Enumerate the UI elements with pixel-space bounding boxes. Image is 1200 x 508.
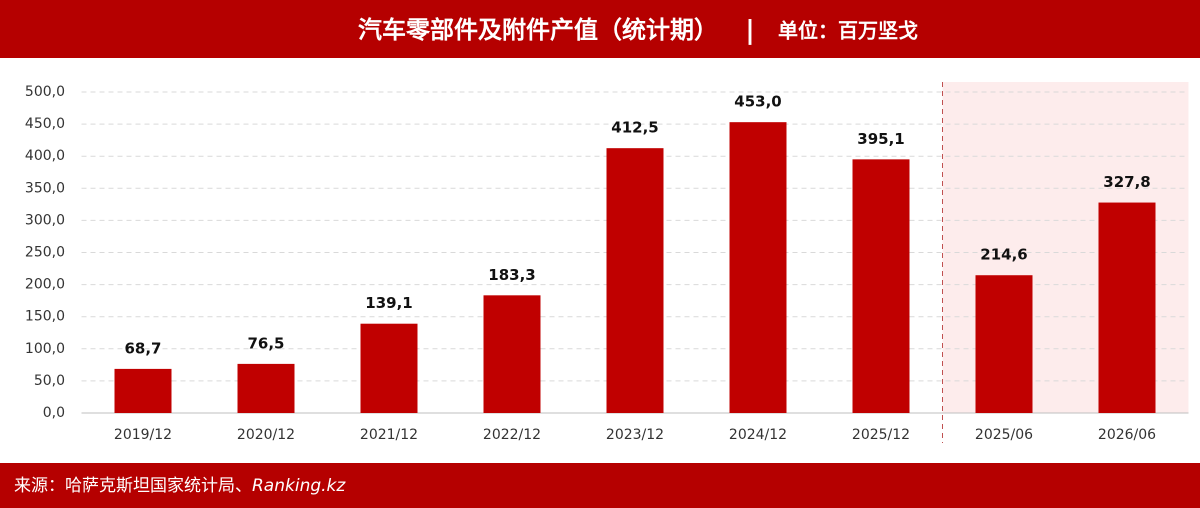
bar [360, 323, 418, 413]
y-tick-label: 450,0 [25, 116, 65, 132]
value-label: 395,1 [857, 130, 904, 148]
x-tick-label: 2020/12 [237, 427, 295, 443]
bar [237, 363, 295, 413]
y-tick-label: 50,0 [34, 373, 65, 389]
y-tick-label: 0,0 [43, 405, 65, 421]
y-tick-label: 200,0 [25, 277, 65, 293]
source: 来源：哈萨克斯坦国家统计局、Ranking.kz [14, 476, 346, 496]
chart-title: 汽车零部件及附件产值（统计期） [358, 16, 718, 44]
bar [975, 275, 1033, 413]
bar [852, 159, 910, 413]
source-text: 来源：哈萨克斯坦国家统计局、 [14, 476, 252, 496]
y-tick-label: 400,0 [25, 148, 65, 164]
y-tick-label: 150,0 [25, 309, 65, 325]
y-tick-label: 250,0 [25, 245, 65, 261]
bar [1098, 202, 1156, 413]
x-tick-label: 2025/12 [852, 427, 910, 443]
y-tick-label: 500,0 [25, 84, 65, 100]
value-label: 412,5 [611, 119, 658, 137]
x-tick-label: 2024/12 [729, 427, 787, 443]
header-bar [0, 0, 1200, 58]
x-tick-label: 2026/06 [1098, 427, 1156, 443]
x-tick-label: 2025/06 [975, 427, 1033, 443]
x-tick-label: 2022/12 [483, 427, 541, 443]
y-tick-label: 300,0 [25, 212, 65, 228]
y-tick-label: 350,0 [25, 180, 65, 196]
x-tick-label: 2023/12 [606, 427, 664, 443]
bar [606, 148, 664, 414]
footer-bar [0, 463, 1200, 508]
unit-label: 单位：百万坚戈 [778, 19, 918, 43]
value-label: 327,8 [1103, 173, 1150, 191]
x-tick-label: 2021/12 [360, 427, 418, 443]
bar [483, 295, 541, 413]
value-label: 76,5 [247, 334, 284, 352]
value-label: 139,1 [365, 294, 412, 312]
bar [729, 122, 787, 413]
value-label: 214,6 [980, 246, 1027, 264]
value-label: 453,0 [734, 93, 781, 111]
value-label: 183,3 [488, 266, 535, 284]
y-tick-label: 100,0 [25, 341, 65, 357]
bar [114, 368, 172, 413]
x-tick-label: 2019/12 [114, 427, 172, 443]
value-label: 68,7 [124, 339, 161, 357]
title-separator: | [745, 16, 755, 46]
source-site: Ranking.kz [252, 476, 346, 496]
